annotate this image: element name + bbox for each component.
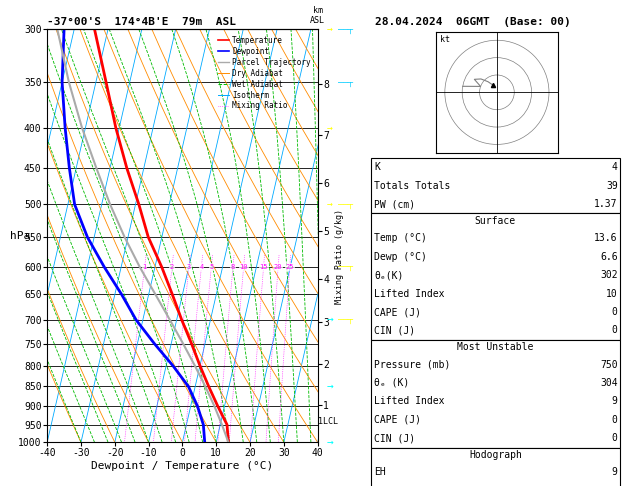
Text: 0: 0 xyxy=(612,415,618,425)
Text: 6.6: 6.6 xyxy=(600,252,618,261)
Text: Surface: Surface xyxy=(475,216,516,226)
Text: CIN (J): CIN (J) xyxy=(374,434,415,443)
Text: 39: 39 xyxy=(606,181,618,191)
Text: 10: 10 xyxy=(606,289,618,298)
Text: →: → xyxy=(327,315,334,325)
Text: Temp (°C): Temp (°C) xyxy=(374,233,427,243)
Text: Pressure (mb): Pressure (mb) xyxy=(374,360,450,369)
Text: 28.04.2024  06GMT  (Base: 00): 28.04.2024 06GMT (Base: 00) xyxy=(376,17,571,27)
Text: CIN (J): CIN (J) xyxy=(374,326,415,335)
X-axis label: Dewpoint / Temperature (°C): Dewpoint / Temperature (°C) xyxy=(91,461,274,470)
Text: Lifted Index: Lifted Index xyxy=(374,397,445,406)
Text: 0: 0 xyxy=(612,326,618,335)
Text: CAPE (J): CAPE (J) xyxy=(374,415,421,425)
Text: -37°00'S  174°4B'E  79m  ASL: -37°00'S 174°4B'E 79m ASL xyxy=(47,17,236,27)
Text: K: K xyxy=(374,162,380,172)
Text: →: → xyxy=(327,123,333,133)
Text: 4: 4 xyxy=(612,162,618,172)
Text: CAPE (J): CAPE (J) xyxy=(374,307,421,317)
Text: 304: 304 xyxy=(600,378,618,388)
Text: 13.6: 13.6 xyxy=(594,233,618,243)
Text: 750: 750 xyxy=(600,360,618,369)
Text: ――┬: ――┬ xyxy=(338,78,353,87)
Text: 302: 302 xyxy=(600,270,618,280)
Text: 1LCL: 1LCL xyxy=(318,417,338,426)
Text: Dewp (°C): Dewp (°C) xyxy=(374,252,427,261)
Text: 1: 1 xyxy=(143,264,147,270)
Text: 15: 15 xyxy=(259,264,268,270)
Text: →: → xyxy=(327,382,334,392)
Text: 3: 3 xyxy=(187,264,191,270)
Text: 5: 5 xyxy=(209,264,213,270)
Text: θₑ (K): θₑ (K) xyxy=(374,378,409,388)
Text: Totals Totals: Totals Totals xyxy=(374,181,450,191)
Text: 2: 2 xyxy=(170,264,174,270)
Text: 1.37: 1.37 xyxy=(594,199,618,209)
Text: km
ASL: km ASL xyxy=(310,6,325,25)
Legend: Temperature, Dewpoint, Parcel Trajectory, Dry Adiabat, Wet Adiabat, Isotherm, Mi: Temperature, Dewpoint, Parcel Trajectory… xyxy=(214,33,314,114)
Text: Lifted Index: Lifted Index xyxy=(374,289,445,298)
Text: EH: EH xyxy=(374,468,386,477)
Text: Hodograph: Hodograph xyxy=(469,451,522,460)
Text: Mixing Ratio (g/kg): Mixing Ratio (g/kg) xyxy=(335,209,344,304)
Text: 9: 9 xyxy=(612,468,618,477)
Text: 10: 10 xyxy=(240,264,248,270)
Text: ――┬: ――┬ xyxy=(338,200,353,209)
Text: ――┬: ――┬ xyxy=(338,315,353,324)
Text: 9: 9 xyxy=(612,397,618,406)
Text: kt: kt xyxy=(440,35,450,44)
Text: © weatheronline.co.uk: © weatheronline.co.uk xyxy=(433,469,557,479)
Text: ――┬: ――┬ xyxy=(338,262,353,272)
Text: 20: 20 xyxy=(274,264,282,270)
Text: 0: 0 xyxy=(612,307,618,317)
Text: Most Unstable: Most Unstable xyxy=(457,343,533,352)
Text: PW (cm): PW (cm) xyxy=(374,199,415,209)
Text: →: → xyxy=(327,437,334,447)
Text: →: → xyxy=(327,199,333,209)
Text: 0: 0 xyxy=(612,434,618,443)
Text: θₑ(K): θₑ(K) xyxy=(374,270,404,280)
Text: ――┬: ――┬ xyxy=(338,25,353,34)
Text: 8: 8 xyxy=(231,264,235,270)
Text: →: → xyxy=(327,24,333,34)
Text: 25: 25 xyxy=(286,264,294,270)
Text: 4: 4 xyxy=(199,264,204,270)
Text: hPa: hPa xyxy=(10,231,30,241)
